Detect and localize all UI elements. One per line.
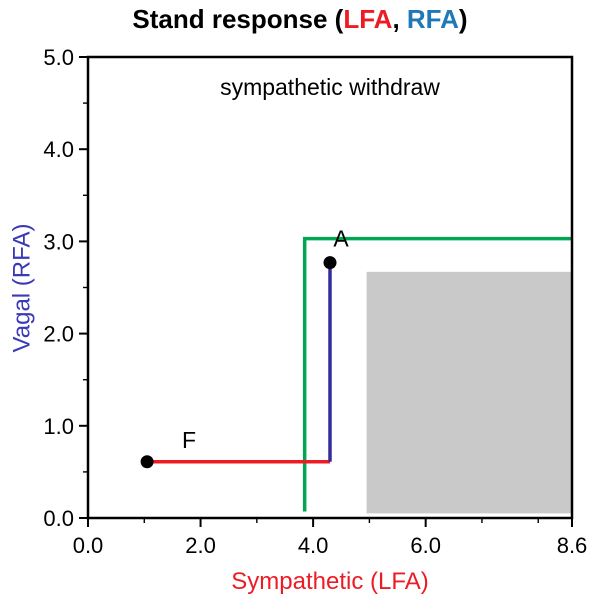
y-tick-label: 5.0 (43, 45, 74, 70)
x-tick-label: 4.0 (298, 533, 329, 558)
annotation-text: sympathetic withdraw (220, 74, 440, 100)
x-tick-label: 6.0 (410, 533, 441, 558)
point-label-F: F (182, 427, 196, 453)
y-axis-label: Vagal (RFA) (8, 223, 35, 352)
y-axis-label-wrap: Vagal (RFA) (0, 57, 44, 518)
x-tick-label: 2.0 (185, 533, 216, 558)
title-lfa: LFA (343, 4, 393, 34)
x-tick-label: 0.0 (73, 533, 104, 558)
x-axis-label: Sympathetic (LFA) (231, 568, 429, 595)
series-green-threshold (302, 236, 572, 512)
title-rfa: RFA (406, 4, 459, 34)
chart-title: Stand response (LFA, RFA) (0, 4, 600, 35)
title-text: Stand response ( (132, 4, 344, 34)
data-point-F (140, 455, 154, 469)
shaded-region (366, 271, 572, 514)
y-tick-label: 2.0 (43, 322, 74, 347)
y-tick-label: 0.0 (43, 506, 74, 531)
title-suffix: ) (458, 4, 468, 34)
x-tick-label: 8.6 (557, 533, 588, 558)
y-tick-label: 4.0 (43, 137, 74, 162)
y-tick-label: 3.0 (43, 229, 74, 254)
title-separator: , (392, 4, 407, 34)
y-tick-label: 1.0 (43, 414, 74, 439)
data-point-A (323, 256, 337, 270)
point-label-A: A (333, 226, 349, 252)
